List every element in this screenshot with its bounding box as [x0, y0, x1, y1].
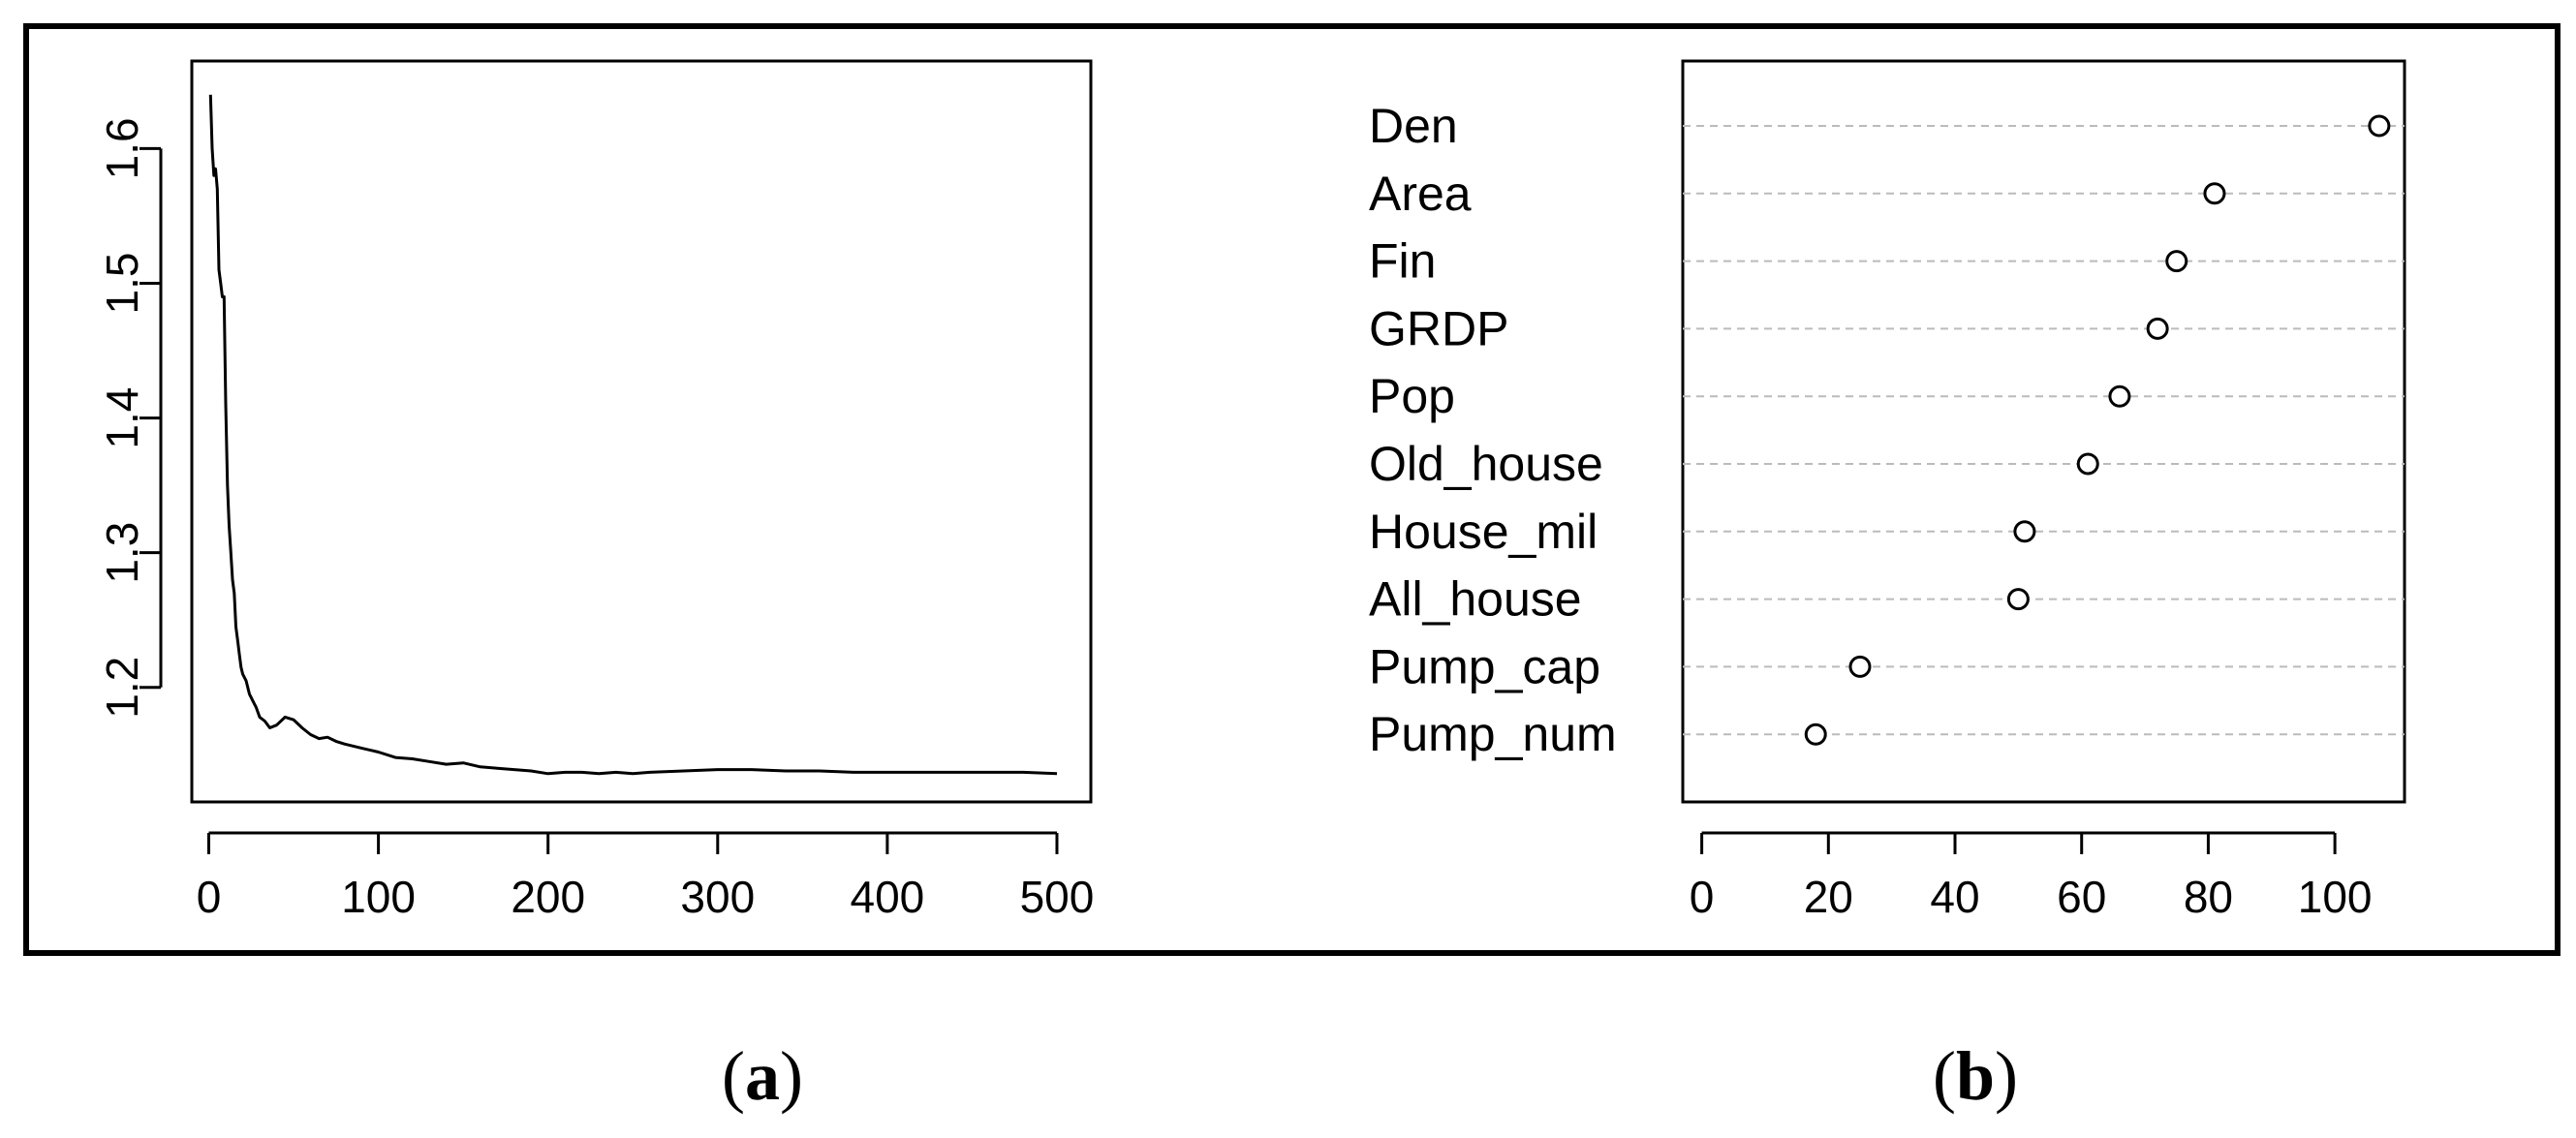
- panel-a-y-tick-label: 1.2: [97, 657, 147, 719]
- panel-b-point: [2013, 520, 2036, 543]
- panel-a-x-tick-label: 0: [197, 872, 222, 922]
- panel-b-dot-chart: Den Area Fin GRDP Pop Old_house House_mil All_h…: [1369, 59, 2406, 922]
- panel-a-y-axis: 1.2 1.3 1.4 1.5 1.6: [97, 117, 163, 719]
- panel-b-category-label: All_house: [1369, 572, 1582, 627]
- panel-b-category-label: Fin: [1369, 234, 1436, 289]
- panel-b-point: [1848, 655, 1872, 678]
- panel-b-point: [2165, 250, 2188, 273]
- panel-a-x-tick-label: 200: [511, 872, 585, 922]
- panel-b-x-tick-label: 60: [2057, 872, 2106, 922]
- panel-b-point: [2006, 588, 2030, 611]
- panel-a-series-line: [208, 94, 1058, 776]
- panel-a-caption: (a): [722, 1037, 803, 1115]
- panel-b-x-tick-label: 0: [1690, 872, 1715, 922]
- panel-a-x-tick-label: 300: [680, 872, 755, 922]
- panel-a-series-layer: [208, 94, 1058, 776]
- panel-b-caption: (b): [1933, 1037, 2018, 1115]
- panel-a-x-tick-label: 100: [341, 872, 416, 922]
- panel-a-x-axis: 0 100 200 300 400 500: [197, 831, 1095, 922]
- panel-b-points: [1804, 114, 2391, 746]
- panel-a-y-tick-label: 1.5: [97, 253, 147, 315]
- figure-frame: [23, 23, 2560, 956]
- panel-b-point: [1804, 723, 1827, 746]
- panel-b-grid: [1683, 125, 2405, 736]
- panel-b-x-tick-label: 80: [2184, 872, 2233, 922]
- panel-b-caption-open: (: [1933, 1037, 1956, 1115]
- panel-b-category-label: Pump_cap: [1369, 639, 1600, 693]
- panel-b-x-tick-label: 100: [2298, 872, 2373, 922]
- panel-b-category-label: GRDP: [1369, 301, 1508, 355]
- panel-b-plot-box: [1681, 59, 2406, 804]
- panel-a-plot-box: [190, 59, 1093, 804]
- panel-b-x-tick-label: 40: [1930, 872, 1979, 922]
- panel-a-caption-letter: a: [745, 1037, 780, 1115]
- panel-a-x-tick-label: 500: [1020, 872, 1095, 922]
- panel-b-point: [2076, 452, 2099, 476]
- panel-b-category-label: Den: [1369, 99, 1458, 153]
- panel-b-point: [2108, 384, 2131, 408]
- panel-a-y-tick-label: 1.3: [97, 522, 147, 584]
- panel-a-y-tick-label: 1.6: [97, 117, 147, 179]
- panel-b-x-tick-label: 20: [1804, 872, 1853, 922]
- panel-b-category-labels: Den Area Fin GRDP Pop Old_house House_mil All_h…: [1369, 99, 1617, 761]
- panel-b-caption-letter: b: [1956, 1037, 1995, 1115]
- panel-b-x-axis: 0 20 40 60 80 100: [1690, 831, 2373, 922]
- panel-a-y-tick-label: 1.4: [97, 387, 147, 449]
- panel-b-category-label: Pump_num: [1369, 707, 1617, 761]
- panel-b-category-label: House_mil: [1369, 505, 1598, 559]
- panel-b-category-label: Area: [1369, 167, 1472, 221]
- panel-a-line-chart: 0 100 200 300 400 500 1.2 1.3 1.4 1.5 1.6: [97, 59, 1095, 922]
- panel-b-point: [2146, 317, 2169, 340]
- panel-a-caption-open: (: [722, 1037, 745, 1115]
- panel-b-category-label: Pop: [1369, 369, 1455, 423]
- panel-b-category-label: Old_house: [1369, 437, 1603, 491]
- panel-b-point: [2368, 114, 2391, 138]
- panel-a-x-tick-label: 400: [851, 872, 925, 922]
- panel-b-point: [2203, 182, 2226, 205]
- panel-a-caption-close: ): [780, 1037, 803, 1115]
- panel-b-caption-close: ): [1995, 1037, 2018, 1115]
